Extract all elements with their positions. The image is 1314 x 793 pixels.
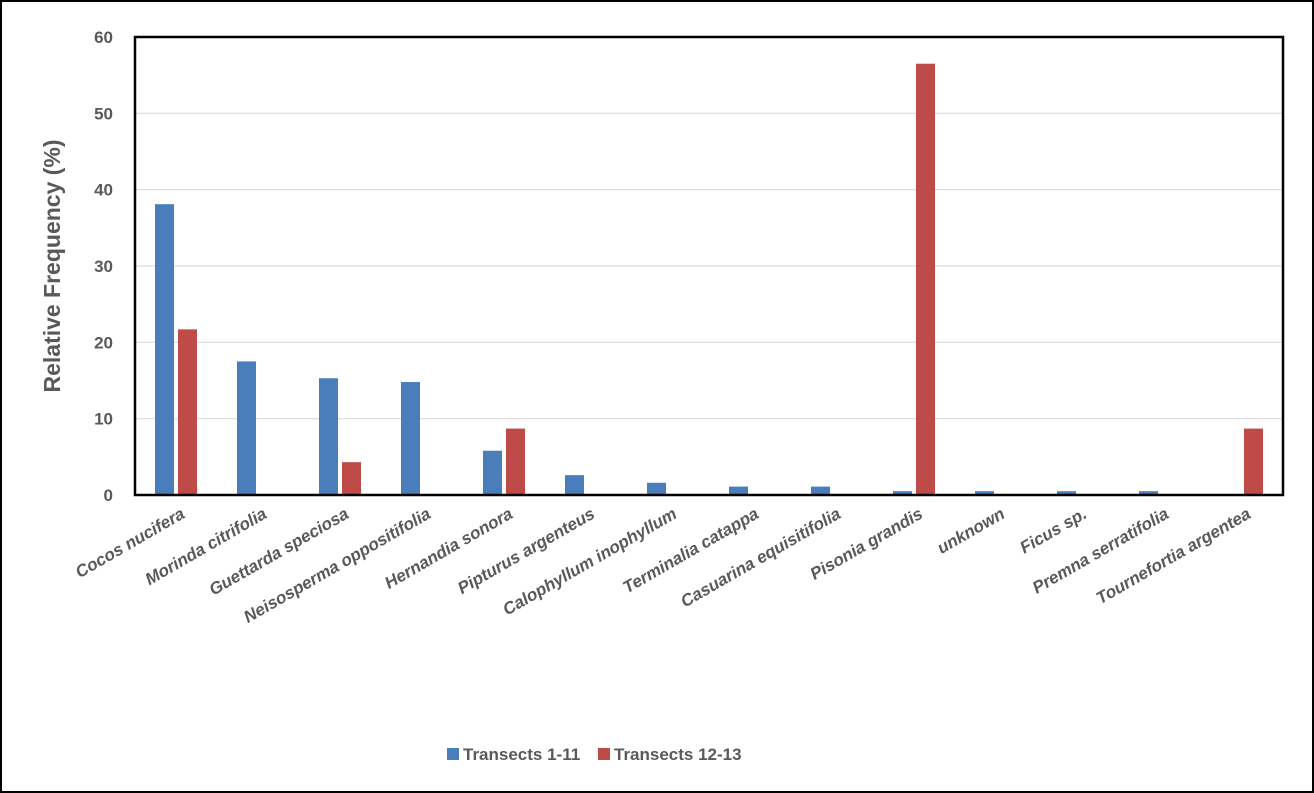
- bar-2-10: [916, 63, 935, 495]
- bar-1-10: [893, 491, 912, 495]
- legend-swatch-1: [447, 748, 459, 760]
- bar-1-5: [483, 450, 502, 495]
- bar-2-1: [178, 329, 197, 495]
- y-tick-label: 0: [104, 486, 113, 505]
- bar-2-3: [342, 462, 361, 495]
- bar-2-14: [1244, 428, 1263, 495]
- bar-1-12: [1057, 491, 1076, 495]
- y-tick-label: 40: [94, 181, 113, 200]
- y-tick-label: 30: [94, 257, 113, 276]
- y-axis-title: Relative Frequency (%): [39, 139, 65, 392]
- bar-1-4: [401, 382, 420, 495]
- y-tick-label: 60: [94, 28, 113, 47]
- x-category-label: Pipturus argenteus: [454, 504, 598, 598]
- bar-2-5: [506, 428, 525, 495]
- bars: [155, 63, 1263, 496]
- y-tick-label: 50: [94, 104, 113, 123]
- legend-label-2: Transects 12-13: [614, 745, 742, 764]
- x-category-label: Premna serratifolia: [1029, 504, 1172, 597]
- y-tick-label: 20: [94, 333, 113, 352]
- bar-1-9: [811, 486, 830, 495]
- legend: Transects 1-11 Transects 12-13: [447, 745, 742, 764]
- bar-1-7: [647, 482, 666, 495]
- x-category-label: Ficus sp.: [1017, 504, 1090, 557]
- legend-label-1: Transects 1-11: [463, 745, 580, 764]
- x-category-label: Tournefortia argentea: [1093, 504, 1254, 608]
- bar-1-3: [319, 378, 338, 495]
- plot-area-border: [133, 35, 1285, 497]
- bar-1-13: [1139, 491, 1158, 495]
- y-axis-tick-labels: 0 10 20 30 40 50 60: [94, 28, 113, 505]
- gridlines: [135, 112, 1283, 496]
- bar-1-6: [565, 475, 584, 495]
- bar-1-1: [155, 204, 174, 496]
- x-category-label: Terminalia catappa: [620, 504, 762, 597]
- legend-swatch-2: [598, 748, 610, 760]
- x-category-label: Guettarda speciosa: [206, 504, 352, 599]
- y-tick-label: 10: [94, 410, 113, 429]
- bar-1-11: [975, 491, 994, 495]
- bar-1-8: [729, 486, 748, 495]
- bar-1-2: [237, 361, 256, 495]
- x-category-label: unknown: [934, 504, 1008, 558]
